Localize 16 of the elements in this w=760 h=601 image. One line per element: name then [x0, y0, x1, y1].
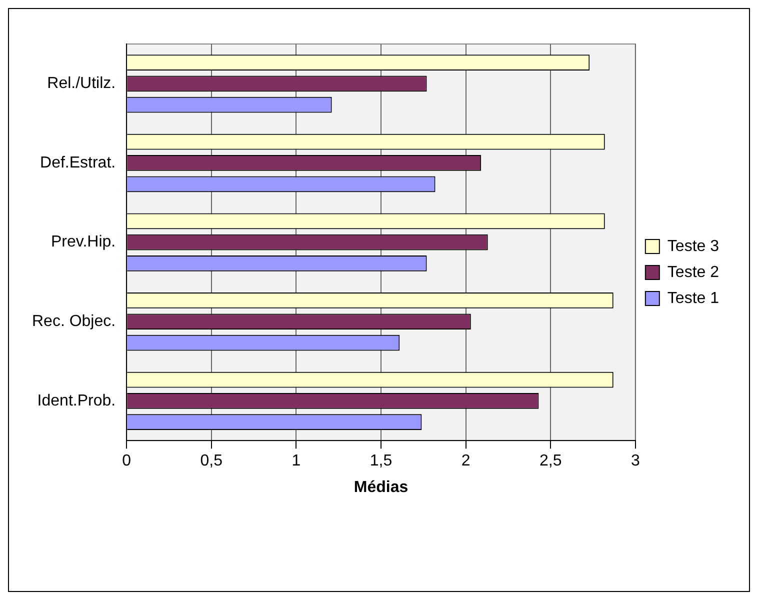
x-tick-label: 3: [630, 452, 640, 470]
y-tick-label: Rec. Objec.: [32, 313, 116, 330]
x-tick-label: 1: [292, 452, 301, 470]
y-tick-label: Rel./Utilz.: [47, 75, 116, 92]
x-tick-label: 0: [122, 452, 132, 470]
legend-label: Teste 3: [667, 238, 720, 255]
y-tick-label: Ident.Prob.: [37, 392, 116, 410]
y-tick-label: Def.Estrat.: [40, 154, 116, 172]
x-tick-label: 2,5: [539, 452, 562, 470]
x-axis-title: Médias: [354, 478, 408, 496]
legend-label: Teste 1: [667, 290, 720, 307]
x-tick-label: 1,5: [370, 452, 392, 470]
y-tick-label: Prev.Hip.: [50, 234, 116, 251]
x-tick-label: 0,5: [200, 452, 223, 470]
legend-label: Teste 2: [667, 264, 720, 281]
x-tick-label: 2: [461, 452, 470, 470]
